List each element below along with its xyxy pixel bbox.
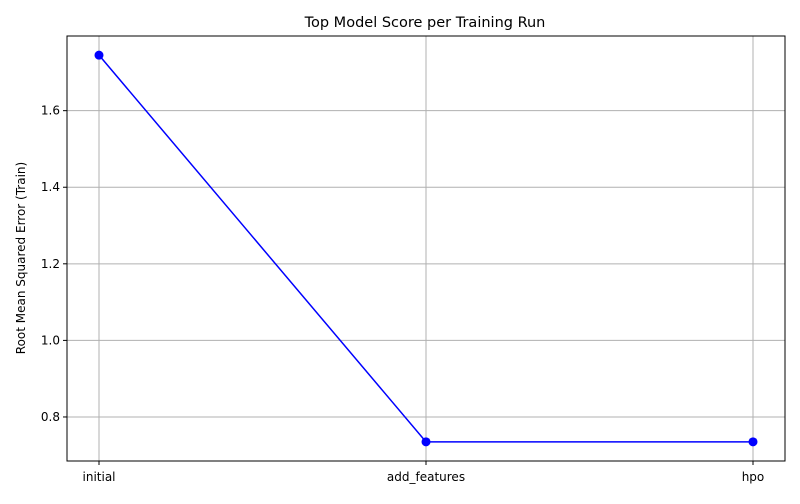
data-point	[94, 50, 104, 60]
y-axis-label: Root Mean Squared Error (Train)	[14, 162, 28, 354]
x-tick-label: hpo	[742, 470, 765, 484]
x-tick-label: add_features	[387, 470, 465, 484]
y-tick-label: 1.2	[41, 257, 60, 271]
series-layer	[94, 50, 758, 447]
x-tick-label: initial	[83, 470, 116, 484]
y-tick-label: 1.4	[41, 180, 60, 194]
tick-layer: initial add_features hpo 0.8 1.0 1.2 1.4 1.6	[41, 104, 764, 484]
data-point	[421, 437, 431, 447]
y-tick-label: 1.6	[41, 104, 60, 118]
y-tick-label: 1.0	[41, 333, 60, 347]
grid-lines	[67, 36, 785, 461]
chart-title: Top Model Score per Training Run	[304, 15, 546, 31]
data-point	[748, 437, 758, 447]
y-tick-label: 0.8	[41, 410, 60, 424]
